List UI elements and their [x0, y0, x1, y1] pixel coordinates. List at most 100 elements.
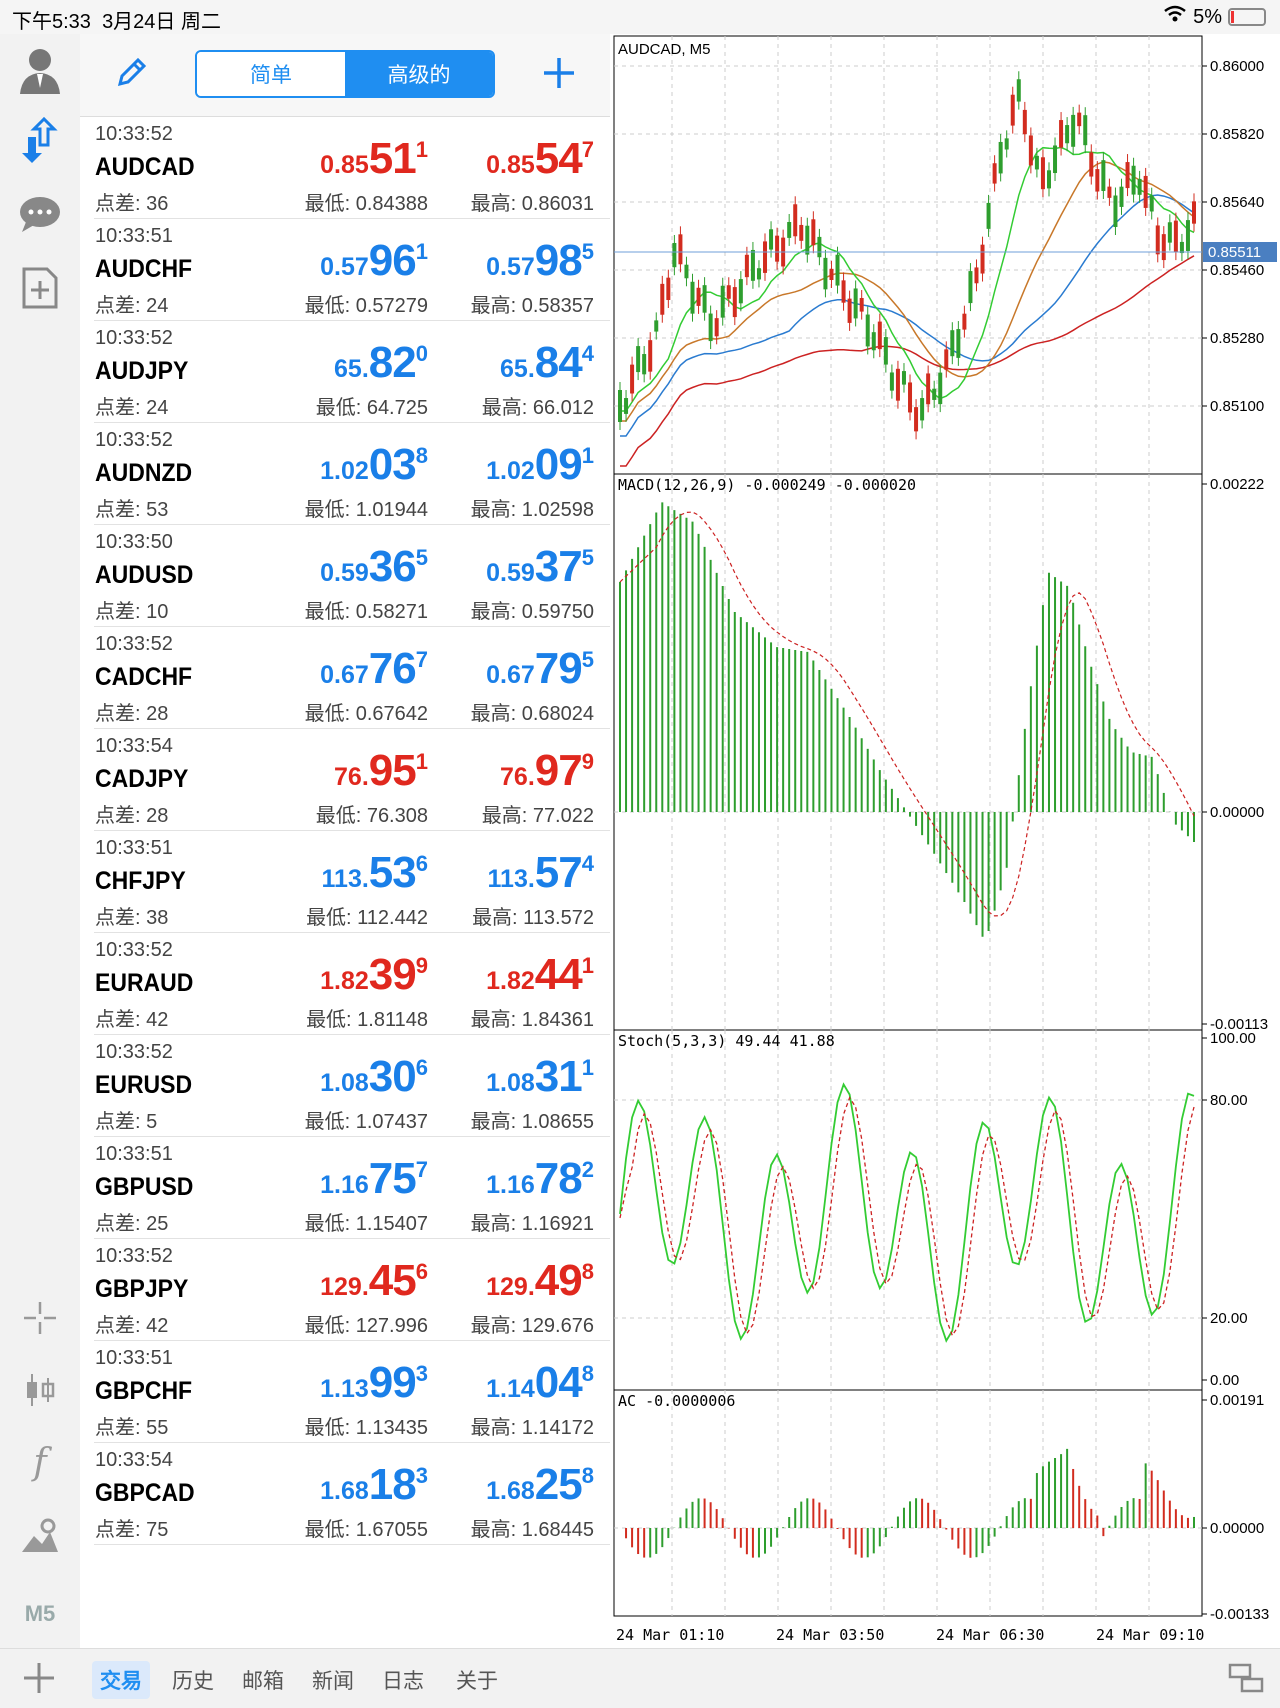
candle-body — [1161, 234, 1166, 261]
candle-body — [1040, 157, 1045, 190]
candle-body — [1107, 186, 1112, 198]
split-view-icon[interactable] — [1228, 1661, 1264, 1700]
bid-price[interactable]: 65.820 — [334, 338, 428, 387]
quote-low: 最低: 1.15407 — [304, 1213, 428, 1235]
quote-row[interactable]: 10:33:51 AUDCHF 点差: 24 0.57961 0.57985 最低: 0.… — [94, 219, 610, 321]
quote-symbol: GBPCAD — [95, 1479, 195, 1507]
ask-price[interactable]: 1.16782 — [486, 1154, 594, 1203]
quote-high: 最高: 1.68445 — [470, 1519, 594, 1541]
quote-row[interactable]: 10:33:52 AUDJPY 点差: 24 65.820 65.844 最低: 64.7… — [94, 321, 610, 423]
chart-type-icon[interactable] — [14, 1364, 66, 1416]
chart-area[interactable]: 0.86000 0.85820 0.85640 0.85460 0.85280 0.851… — [612, 34, 1280, 1648]
ask-price[interactable]: 1.82441 — [486, 950, 594, 999]
add-icon[interactable] — [22, 1661, 56, 1700]
quote-symbol: CADJPY — [95, 765, 189, 793]
bid-price[interactable]: 1.08306 — [320, 1052, 428, 1101]
tab-news[interactable]: 新闻 — [312, 1670, 354, 1693]
candle-body — [968, 271, 973, 304]
objects-icon[interactable] — [14, 1510, 66, 1562]
quote-low: 最低: 1.01944 — [304, 499, 428, 521]
segment-simple-button[interactable]: 简单 — [197, 52, 345, 96]
candle-body — [660, 283, 665, 315]
stoch-tick-label: 0.00 — [1210, 1372, 1239, 1389]
stoch-tick-label: 100.00 — [1210, 1030, 1256, 1047]
quote-row[interactable]: 10:33:54 CADJPY 点差: 28 76.951 76.979 最低: 76.3… — [94, 729, 610, 831]
quote-row[interactable]: 10:33:50 AUDUSD 点差: 10 0.59365 0.59375 最低: 0.… — [94, 525, 610, 627]
quote-row[interactable]: 10:33:52 EURAUD 点差: 42 1.82399 1.82441 最低: 1.… — [94, 933, 610, 1035]
quote-row[interactable]: 10:33:54 GBPCAD 点差: 75 1.68183 1.68258 最低: 1.… — [94, 1443, 610, 1545]
bid-price[interactable]: 0.59365 — [320, 542, 428, 591]
ask-price[interactable]: 1.02091 — [486, 440, 594, 489]
candle-body — [750, 249, 755, 281]
quote-time: 10:33:51 — [95, 1143, 173, 1165]
account-icon[interactable] — [14, 44, 66, 96]
quote-high: 最高: 66.012 — [481, 397, 594, 419]
candle-body — [738, 279, 743, 304]
trade-arrows-icon[interactable] — [14, 114, 66, 166]
bid-price[interactable]: 76.951 — [334, 746, 428, 795]
candle-body — [1034, 155, 1039, 170]
ask-price[interactable]: 0.85547 — [486, 134, 594, 183]
bid-price[interactable]: 1.13993 — [320, 1358, 428, 1407]
quote-spread: 点差: 75 — [95, 1519, 169, 1541]
new-order-icon[interactable] — [14, 262, 66, 314]
time-axis-label: 24 Mar 06:30 — [936, 1626, 1044, 1644]
view-mode-segment: 简单 高级的 — [195, 50, 495, 98]
bid-price[interactable]: 129.456 — [320, 1256, 428, 1305]
segment-advanced-button[interactable]: 高级的 — [345, 52, 493, 96]
indicators-icon[interactable]: f — [33, 1441, 47, 1483]
ma-long-line — [620, 255, 1195, 467]
quote-time: 10:33:52 — [95, 1041, 173, 1063]
bid-price[interactable]: 0.67767 — [320, 644, 428, 693]
candle-body — [859, 298, 864, 312]
candle-body — [1101, 160, 1106, 191]
bid-price[interactable]: 1.02038 — [320, 440, 428, 489]
tab-trade[interactable]: 交易 — [92, 1661, 150, 1699]
ask-price[interactable]: 1.14048 — [486, 1358, 594, 1407]
tab-mailbox[interactable]: 邮箱 — [242, 1670, 284, 1693]
ask-price[interactable]: 65.844 — [500, 338, 594, 387]
bid-price[interactable]: 0.85511 — [320, 134, 428, 183]
quote-row[interactable]: 10:33:51 CHFJPY 点差: 38 113.536 113.574 最低: 11… — [94, 831, 610, 933]
tab-journal[interactable]: 日志 — [382, 1670, 424, 1693]
candle-body — [1113, 195, 1118, 228]
quote-spread: 点差: 24 — [95, 295, 169, 317]
bid-price[interactable]: 113.536 — [321, 848, 428, 897]
crosshair-icon[interactable] — [14, 1292, 66, 1344]
candle-body — [805, 225, 810, 255]
quote-spread: 点差: 53 — [95, 499, 169, 521]
ask-price[interactable]: 1.68258 — [486, 1460, 594, 1509]
quote-row[interactable]: 10:33:52 AUDCAD 点差: 36 0.85511 0.85547 最低: 0.… — [94, 117, 610, 219]
ask-price[interactable]: 129.498 — [486, 1256, 594, 1305]
tab-history[interactable]: 历史 — [172, 1670, 214, 1693]
quote-row[interactable]: 10:33:52 CADCHF 点差: 28 0.67767 0.67795 最低: 0.… — [94, 627, 610, 729]
edit-pencil-icon[interactable] — [114, 56, 148, 95]
chat-icon[interactable] — [14, 188, 66, 240]
quote-row[interactable]: 10:33:51 GBPCHF 点差: 55 1.13993 1.14048 最低: 1.… — [94, 1341, 610, 1443]
ask-price[interactable]: 76.979 — [500, 746, 594, 795]
quote-symbol: EURUSD — [95, 1071, 193, 1099]
quote-row[interactable]: 10:33:52 GBPJPY 点差: 42 129.456 129.498 最低: 12… — [94, 1239, 610, 1341]
ask-price[interactable]: 0.67795 — [486, 644, 594, 693]
ask-price[interactable]: 113.574 — [487, 848, 594, 897]
quote-row[interactable]: 10:33:51 GBPUSD 点差: 25 1.16757 1.16782 最低: 1.… — [94, 1137, 610, 1239]
ask-price[interactable]: 0.59375 — [486, 542, 594, 591]
candle-body — [1022, 109, 1027, 135]
bid-price[interactable]: 0.57961 — [320, 236, 428, 285]
bid-price[interactable]: 1.82399 — [320, 950, 428, 999]
bid-price[interactable]: 1.16757 — [320, 1154, 428, 1203]
candle-body — [1004, 138, 1009, 150]
add-symbol-icon[interactable] — [542, 56, 576, 95]
quote-symbol: AUDNZD — [95, 459, 193, 487]
quote-low: 最低: 127.996 — [304, 1315, 428, 1337]
tab-about[interactable]: 关于 — [456, 1670, 498, 1693]
quote-row[interactable]: 10:33:52 EURUSD 点差: 5 1.08306 1.08311 最低: 1.0… — [94, 1035, 610, 1137]
quote-spread: 点差: 42 — [95, 1009, 169, 1031]
quote-row[interactable]: 10:33:52 AUDNZD 点差: 53 1.02038 1.02091 最低: 1.… — [94, 423, 610, 525]
candle-body — [926, 373, 931, 405]
bid-price[interactable]: 1.68183 — [320, 1460, 428, 1509]
timeframe-button[interactable]: M5 — [24, 1601, 56, 1626]
ask-price[interactable]: 1.08311 — [486, 1052, 594, 1101]
status-bar: 下午5:33 3月24日 周二 5% — [0, 0, 1280, 34]
ask-price[interactable]: 0.57985 — [486, 236, 594, 285]
